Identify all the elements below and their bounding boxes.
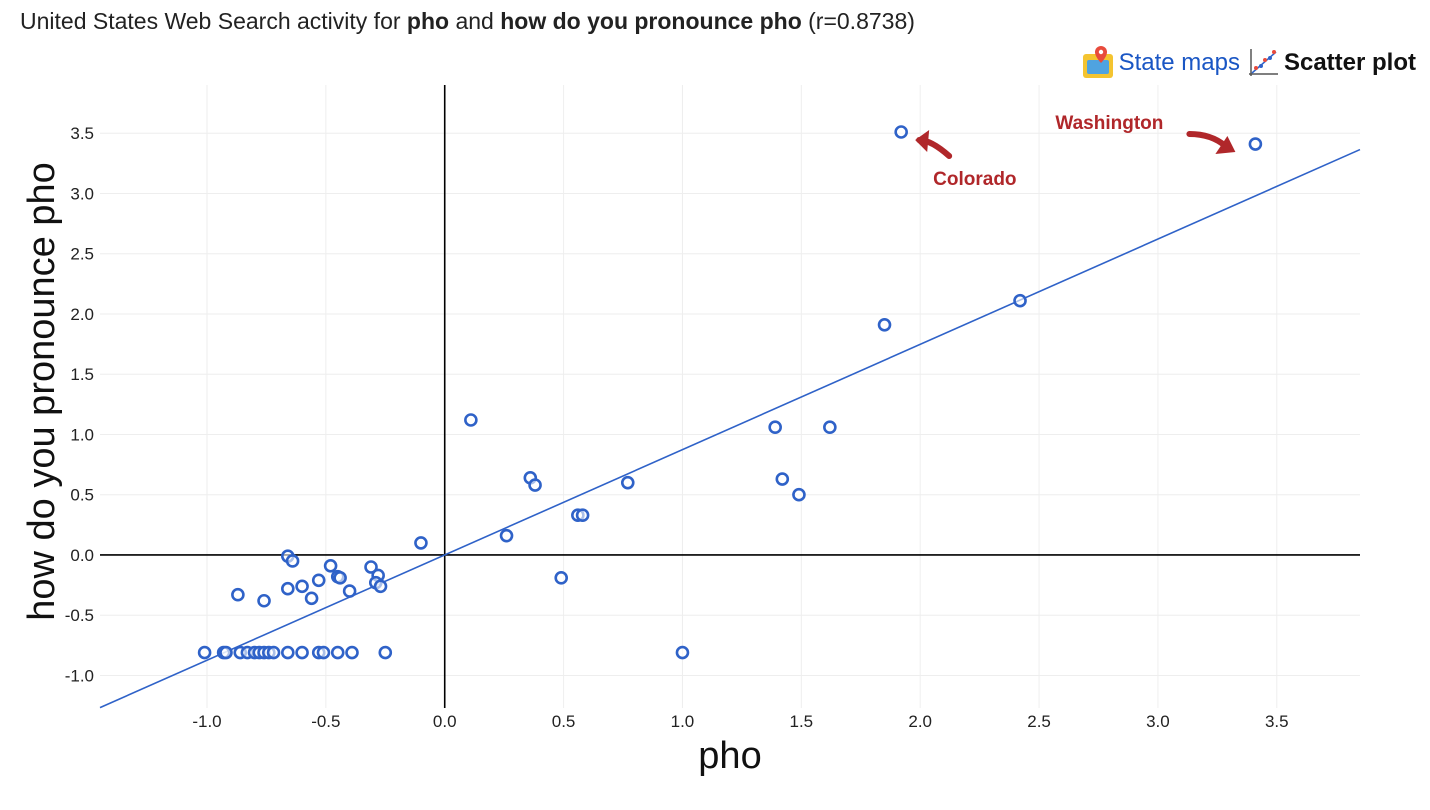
data-point [281, 581, 295, 596]
y-tick-label: 3.5 [70, 124, 94, 143]
data-point [342, 584, 357, 598]
y-tick-label: 1.5 [70, 365, 94, 384]
data-point [266, 645, 281, 660]
data-point [323, 559, 338, 573]
washington-label: Washington [1055, 113, 1163, 134]
page-title: United States Web Search activity for ph… [20, 8, 915, 35]
x-tick-label: 0.5 [552, 712, 576, 731]
map-marker-icon [1081, 46, 1115, 80]
data-point [219, 645, 233, 660]
y-axis-title: how do you pronounce pho [21, 162, 63, 620]
y-tick-label: 2.5 [70, 245, 94, 264]
y-tick-label: -0.5 [65, 606, 94, 625]
state-maps-label: State maps [1118, 49, 1240, 76]
data-point [364, 560, 378, 574]
state-maps-link[interactable]: State maps [1081, 46, 1240, 80]
x-tick-label: 1.5 [790, 712, 814, 731]
data-point [775, 472, 790, 486]
colorado-arrow-head [915, 129, 930, 152]
washington-arrow-shaft [1186, 131, 1229, 150]
data-point [554, 571, 569, 585]
data-point [620, 475, 635, 490]
x-tick-label: 2.5 [1027, 712, 1051, 731]
data-point [499, 528, 514, 543]
x-tick-label: 3.5 [1265, 712, 1289, 731]
scatter-plot-icon [1246, 46, 1280, 80]
scatter-plot-label: Scatter plot [1283, 49, 1416, 76]
y-tick-label: 0.5 [70, 486, 94, 505]
trend-line [99, 148, 1361, 709]
y-tick-label: -1.0 [65, 666, 94, 685]
x-tick-label: 1.0 [671, 712, 695, 731]
title-and: and [449, 8, 501, 34]
data-point [894, 125, 908, 139]
scatter-plot-link[interactable]: Scatter plot [1246, 46, 1416, 80]
data-point [311, 573, 326, 588]
data-point [792, 487, 806, 502]
data-point [281, 645, 295, 660]
title-suffix: (r=0.8738) [801, 8, 915, 34]
data-point [768, 420, 782, 435]
x-tick-label: 2.0 [908, 712, 932, 731]
title-term-1: pho [406, 8, 450, 34]
title-term-2: how do you pronounce pho [500, 8, 802, 34]
x-tick-label: -1.0 [192, 712, 221, 731]
data-point [373, 579, 388, 594]
data-point [1013, 293, 1027, 308]
view-switcher: State maps Scatter plot [1081, 46, 1416, 80]
data-point [575, 508, 590, 522]
y-tick-label: 1.0 [70, 425, 94, 444]
data-point [231, 587, 245, 602]
data-point [285, 554, 300, 568]
data-point [528, 478, 542, 492]
data-point [316, 645, 331, 660]
washington-arrow-head [1215, 136, 1236, 155]
data-point [257, 593, 271, 608]
data-point [295, 579, 309, 594]
data-point [823, 420, 837, 435]
data-point [304, 591, 319, 606]
x-tick-label: 0.0 [433, 712, 457, 731]
data-point [345, 645, 359, 660]
x-axis-title: pho [698, 735, 761, 777]
title-prefix: United States Web Search activity for [20, 8, 407, 34]
data-point [675, 645, 690, 660]
data-point [414, 536, 428, 550]
data-point [464, 413, 478, 427]
data-point [295, 645, 309, 660]
y-tick-label: 0.0 [70, 546, 94, 565]
x-tick-label: -0.5 [311, 712, 340, 731]
data-point [378, 645, 393, 660]
colorado-label: Colorado [933, 169, 1016, 190]
y-tick-label: 2.0 [70, 305, 94, 324]
data-point [330, 645, 345, 660]
data-point [877, 318, 892, 332]
data-point [333, 571, 347, 585]
y-tick-label: 3.0 [70, 184, 94, 203]
data-point [197, 645, 212, 660]
data-point [1248, 137, 1263, 151]
x-tick-label: 3.0 [1146, 712, 1170, 731]
